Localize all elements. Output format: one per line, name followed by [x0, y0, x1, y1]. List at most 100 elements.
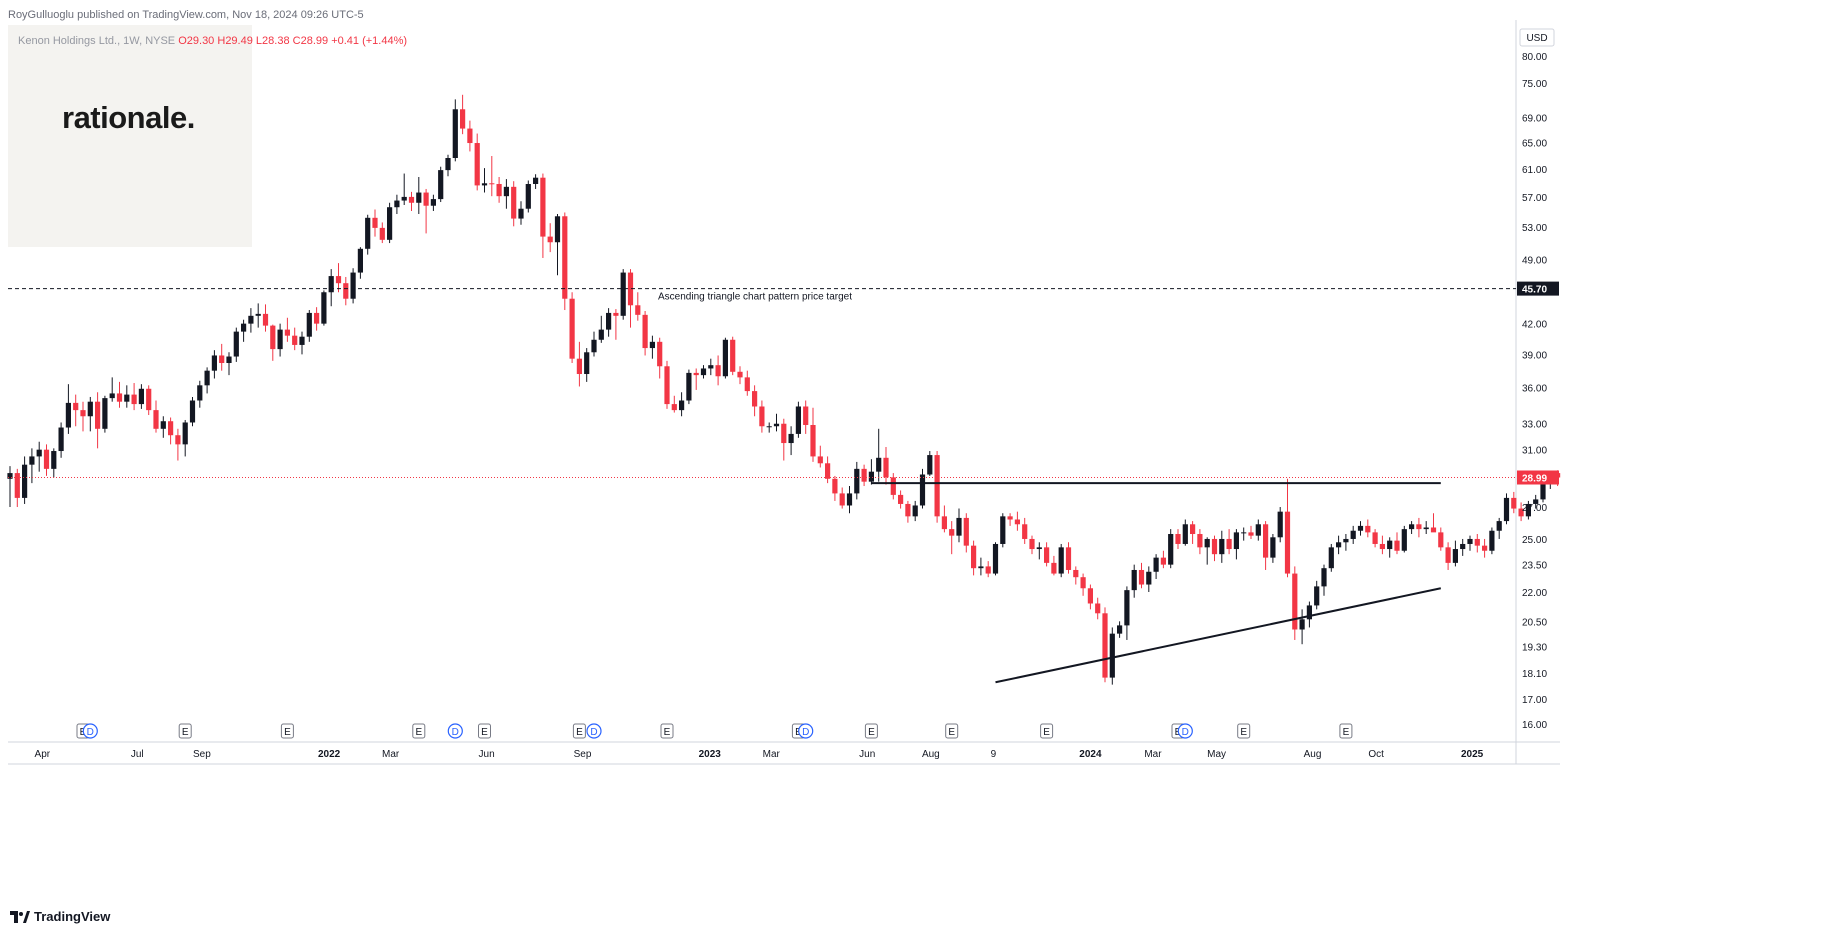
tradingview-footer[interactable]: TradingView	[10, 909, 110, 924]
candle-up	[1401, 525, 1407, 553]
candle-down	[744, 370, 750, 396]
candle-up	[1423, 521, 1429, 535]
candle-body	[168, 421, 174, 436]
candle-body	[905, 503, 911, 517]
candle-body	[372, 217, 378, 228]
candle-up	[1277, 507, 1283, 543]
candle-down	[803, 400, 809, 434]
candle-body	[1146, 571, 1152, 585]
candle-body	[1328, 547, 1334, 569]
dividend-marker: D	[82, 723, 98, 739]
candle-up	[1467, 535, 1473, 551]
candle-body	[65, 402, 71, 428]
symbol-legend[interactable]: Kenon Holdings Ltd., 1W, NYSE O29.30 H29…	[18, 35, 407, 47]
ohlc-low: L28.38	[255, 35, 290, 47]
candle-down	[1372, 529, 1378, 548]
candle-down	[949, 521, 955, 555]
candle-up	[22, 456, 28, 504]
price-axis[interactable]: USD 80.00 75.00 69.00 65.00 61.00 57.00 53.00 49…	[1517, 28, 1559, 731]
candle-down	[219, 343, 225, 371]
candle-body	[1255, 524, 1261, 536]
candle-body	[1058, 547, 1064, 574]
candle-up	[1452, 540, 1458, 567]
candle-down	[1518, 502, 1524, 522]
candle-up	[328, 269, 334, 307]
candle-down	[496, 176, 502, 203]
candle-body	[715, 365, 721, 377]
earnings-marker-box	[864, 723, 878, 739]
candle-down	[971, 540, 977, 576]
candle-up	[1350, 525, 1356, 544]
currency-label: USD	[1526, 33, 1547, 44]
candle-down	[1284, 478, 1291, 578]
candle-body	[219, 355, 225, 364]
candle-body	[1452, 549, 1458, 563]
candle-body	[1394, 540, 1400, 551]
candle-body	[116, 393, 123, 402]
candle-up	[978, 557, 984, 576]
candle-up	[306, 310, 312, 342]
price-tick-label: 36.00	[1522, 384, 1547, 395]
candle-body	[803, 406, 809, 425]
price-tick-label: 49.00	[1522, 256, 1547, 267]
candle-down	[14, 468, 20, 508]
candle-down	[1248, 525, 1254, 539]
candle-up	[854, 461, 860, 500]
dividend-marker-circle	[586, 723, 602, 739]
time-tick-label: Jun	[479, 749, 495, 760]
candle-body	[985, 566, 991, 574]
candle-up	[620, 269, 626, 320]
candle-body	[693, 372, 699, 376]
candle-down	[1022, 517, 1028, 544]
candle-up	[1489, 527, 1495, 555]
candle-down	[810, 407, 816, 462]
candle-down	[408, 191, 415, 211]
earnings-marker-label: E	[664, 727, 671, 738]
time-tick-label: 2022	[318, 749, 341, 760]
candle-body	[255, 313, 261, 316]
candle-up	[1533, 494, 1539, 509]
candle-up	[1036, 542, 1042, 560]
last-price-label-text: 28.99	[1522, 474, 1547, 485]
candle-up	[233, 327, 239, 362]
candle-body	[533, 177, 539, 184]
time-axis[interactable]: Apr Jul Sep 2022 Mar Jun Sep 2023 Mar Jun Aug 9 2024…	[35, 749, 1484, 760]
candle-up	[255, 303, 261, 328]
candle-body	[306, 312, 312, 337]
candle-down	[832, 475, 838, 501]
candle-up	[1182, 519, 1188, 546]
candle-down	[1438, 527, 1444, 551]
candle-up	[606, 308, 612, 337]
candle-body	[1102, 613, 1108, 678]
target-price-label-box	[1517, 281, 1559, 296]
candle-up	[912, 500, 918, 522]
dividend-marker-circle	[798, 723, 814, 739]
candle-body	[1065, 547, 1072, 570]
candle-down	[168, 417, 174, 445]
candle-body	[1299, 619, 1305, 630]
candle-body	[1277, 511, 1283, 538]
candle-up	[591, 331, 597, 357]
candle-body	[963, 517, 969, 546]
candle-body	[496, 183, 502, 197]
candle-body	[1168, 534, 1174, 565]
candle-down	[95, 392, 101, 449]
candle-body	[1095, 603, 1101, 614]
candle-body	[423, 192, 429, 206]
candle-down	[1044, 542, 1050, 567]
dividend-marker-label: D	[452, 727, 459, 738]
chart-frame	[8, 20, 1560, 765]
candle-body	[335, 276, 342, 284]
dividend-marker-circle	[1177, 723, 1193, 739]
candle-up	[1314, 580, 1320, 610]
price-target-annotation: Ascending triangle chart pattern price t…	[658, 292, 852, 303]
candle-body	[825, 463, 831, 479]
candle-down	[861, 464, 867, 487]
earnings-marker-label: E	[284, 727, 291, 738]
candle-body	[1336, 542, 1342, 548]
candle-body	[1080, 577, 1086, 589]
candle-down	[963, 513, 969, 553]
candle-body	[95, 401, 101, 429]
candle-down	[1029, 535, 1035, 555]
